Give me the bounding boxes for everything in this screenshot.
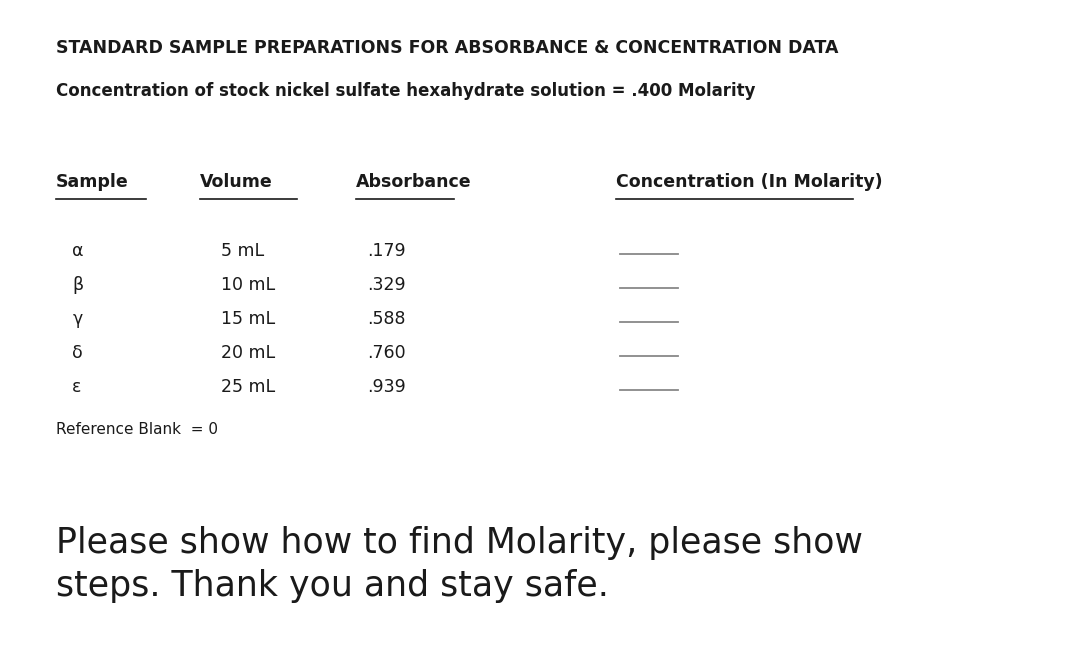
Text: Reference Blank  = 0: Reference Blank = 0 [56, 422, 218, 437]
Text: α: α [72, 242, 84, 260]
Text: β: β [72, 276, 83, 294]
Text: .939: .939 [367, 378, 406, 396]
Text: STANDARD SAMPLE PREPARATIONS FOR ABSORBANCE & CONCENTRATION DATA: STANDARD SAMPLE PREPARATIONS FOR ABSORBA… [56, 39, 839, 58]
Text: γ: γ [72, 310, 82, 328]
Text: 15 mL: 15 mL [221, 310, 275, 328]
Text: Sample: Sample [56, 173, 129, 192]
Text: 10 mL: 10 mL [221, 276, 275, 294]
Text: Absorbance: Absorbance [356, 173, 472, 192]
Text: .329: .329 [367, 276, 406, 294]
Text: Volume: Volume [200, 173, 272, 192]
Text: ε: ε [72, 378, 82, 396]
Text: Concentration of stock nickel sulfate hexahydrate solution = .400 Molarity: Concentration of stock nickel sulfate he… [56, 82, 756, 100]
Text: .588: .588 [367, 310, 406, 328]
Text: 25 mL: 25 mL [221, 378, 275, 396]
Text: δ: δ [72, 344, 83, 362]
Text: .760: .760 [367, 344, 406, 362]
Text: Please show how to find Molarity, please show
steps. Thank you and stay safe.: Please show how to find Molarity, please… [56, 526, 863, 602]
Text: Concentration (In Molarity): Concentration (In Molarity) [616, 173, 882, 192]
Text: 20 mL: 20 mL [221, 344, 275, 362]
Text: .179: .179 [367, 242, 406, 260]
Text: 5 mL: 5 mL [221, 242, 265, 260]
